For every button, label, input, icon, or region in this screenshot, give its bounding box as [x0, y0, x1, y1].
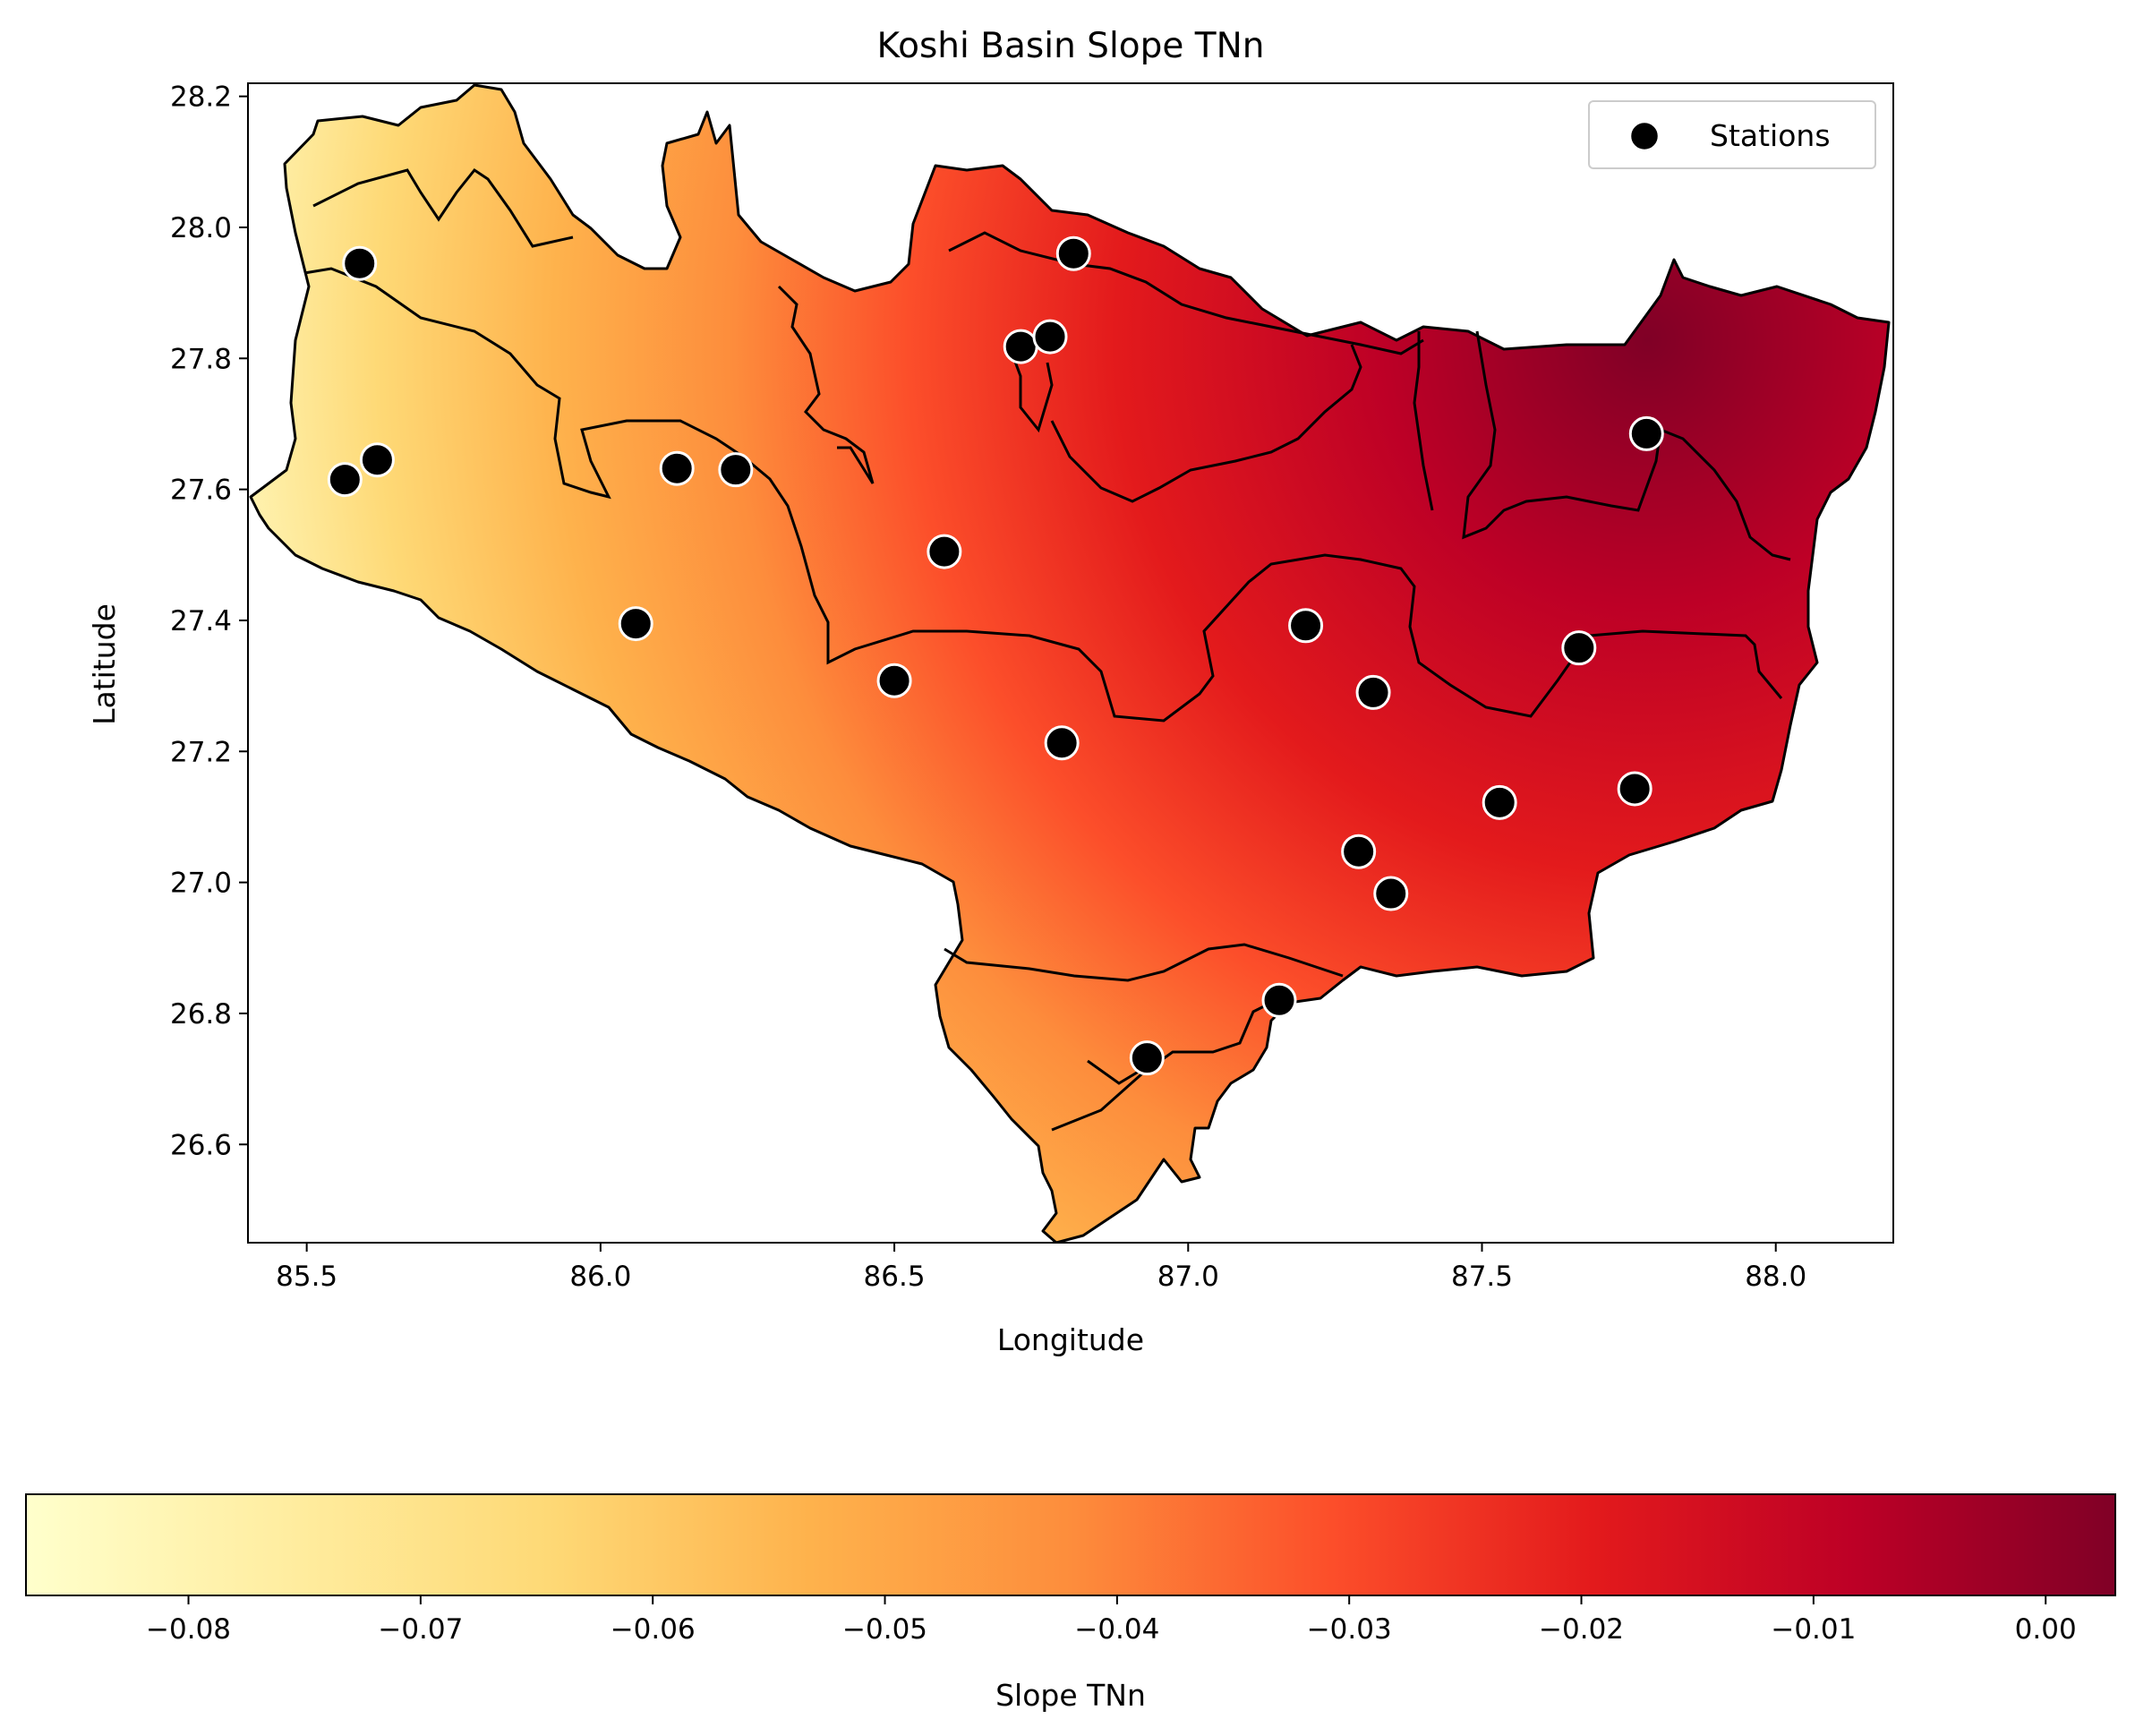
- contour-line: [1050, 344, 1362, 503]
- y-tick-label: 28.2: [170, 81, 232, 114]
- station-marker: [359, 442, 395, 478]
- station-marker: [1628, 415, 1664, 451]
- station-marker: [1617, 771, 1652, 807]
- y-tick-label: 27.6: [170, 475, 232, 507]
- colorbar-label: Slope TNn: [995, 1678, 1146, 1713]
- x-tick-label: 88.0: [1745, 1261, 1806, 1293]
- y-axis-label: Latitude: [87, 603, 122, 725]
- contour-line: [312, 167, 574, 248]
- colorbar-tick-label: −0.06: [611, 1613, 696, 1646]
- colorbar-tick-label: −0.03: [1307, 1613, 1392, 1646]
- station-marker: [618, 606, 653, 642]
- contour-line: [944, 943, 1344, 982]
- station-marker: [1482, 784, 1517, 820]
- x-axis-label: Longitude: [997, 1322, 1144, 1357]
- contour-lines: [303, 167, 1791, 1132]
- colorbar-tick-label: −0.04: [1074, 1613, 1159, 1646]
- colorbar-tick-label: −0.05: [842, 1613, 927, 1646]
- colorbar-tick-label: 0.00: [2015, 1613, 2077, 1646]
- station-marker: [1055, 235, 1091, 271]
- station-marker: [1044, 725, 1080, 761]
- station-marker: [342, 245, 378, 281]
- stations-layer: [327, 235, 1664, 1076]
- basin-surface: [251, 85, 1889, 1243]
- colorbar-tick-label: −0.01: [1771, 1613, 1856, 1646]
- contour-line: [1005, 339, 1054, 433]
- chart-title: Koshi Basin Slope TNn: [877, 26, 1265, 66]
- station-marker: [1003, 329, 1038, 364]
- x-tick-label: 87.5: [1451, 1261, 1513, 1293]
- x-axis-ticks: 85.5 86.0 86.5 87.0 87.5 88.0: [276, 1243, 1806, 1293]
- colorbar-tick-label: −0.08: [146, 1613, 231, 1646]
- station-marker: [1261, 982, 1297, 1018]
- colorbar-ticks: −0.08 −0.07 −0.06 −0.05 −0.04 −0.03 −0.02 −0.01…: [146, 1595, 2077, 1646]
- y-tick-label: 28.0: [170, 212, 232, 244]
- contour-line: [948, 231, 1424, 355]
- station-marker: [659, 450, 695, 486]
- contour-line: [1462, 330, 1791, 561]
- colorbar-tick-label: −0.02: [1539, 1613, 1624, 1646]
- y-tick-label: 27.8: [170, 343, 232, 375]
- x-tick-label: 85.5: [276, 1261, 337, 1293]
- colorbar: −0.08 −0.07 −0.06 −0.05 −0.04 −0.03 −0.02 −0.01…: [25, 1493, 2116, 1713]
- y-tick-label: 26.8: [170, 998, 232, 1030]
- station-marker: [876, 663, 912, 698]
- station-marker: [1129, 1040, 1165, 1076]
- contour-line: [777, 285, 875, 484]
- contour-line: [1087, 1059, 1142, 1085]
- station-marker: [1288, 608, 1324, 644]
- contour-line: [1051, 1001, 1272, 1132]
- station-marker: [927, 534, 962, 569]
- station-marker: [1032, 319, 1068, 355]
- x-tick-label: 86.0: [569, 1261, 631, 1293]
- colorbar-tick-label: −0.07: [378, 1613, 463, 1646]
- station-marker: [1561, 630, 1597, 666]
- y-axis-ticks: 26.6 26.8 27.0 27.2 27.4 27.6 27.8 28.0 28.2: [170, 81, 248, 1161]
- contour-line: [303, 267, 1783, 723]
- station-marker: [1355, 674, 1391, 710]
- x-tick-label: 87.0: [1157, 1261, 1219, 1293]
- x-tick-label: 86.5: [864, 1261, 926, 1293]
- legend-label: Stations: [1710, 118, 1831, 153]
- axes-frame: [247, 82, 1894, 1244]
- legend: Stations: [1588, 100, 1876, 169]
- basin-boundary: [249, 83, 1891, 1243]
- legend-box: [1588, 100, 1876, 169]
- colorbar-gradient: [25, 1493, 2116, 1596]
- station-marker: [327, 462, 363, 498]
- legend-station-marker: [1628, 120, 1661, 152]
- station-marker: [718, 452, 754, 488]
- contour-line: [1413, 331, 1434, 511]
- y-tick-label: 27.4: [170, 605, 232, 637]
- station-marker: [1373, 876, 1409, 911]
- y-tick-label: 27.2: [170, 736, 232, 768]
- y-tick-label: 26.6: [170, 1129, 232, 1161]
- y-tick-label: 27.0: [170, 868, 232, 900]
- map-axes: [249, 83, 1891, 1243]
- station-marker: [1341, 834, 1377, 869]
